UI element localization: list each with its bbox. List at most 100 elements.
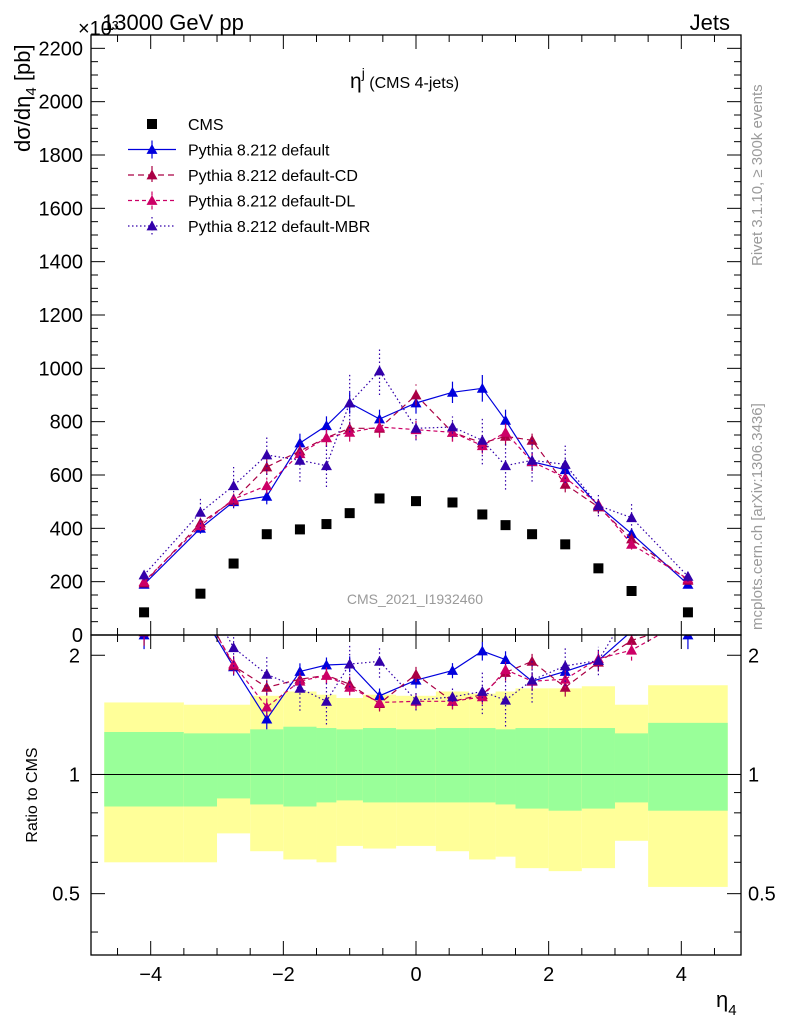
data-point [261,449,273,460]
legend-label: Pythia 8.212 default [188,143,330,160]
data-point [560,539,571,550]
ratio-point [195,606,206,616]
y-tick-label: 1000 [39,358,84,380]
ratio-point [294,675,306,686]
chart-title: ηj (CMS 4-jets) [350,65,459,93]
ratio-point [228,642,240,653]
data-point [593,563,604,574]
data-point [294,437,306,448]
ratio-point [476,645,488,656]
data-point [411,496,421,507]
main-plot-frame: −4 −2 0 2 4020040060080010001200140016001800… [39,34,776,986]
ratio-point [526,655,538,666]
legend-label: Pythia 8.212 default-MBR [188,219,370,236]
data-point [559,464,571,475]
data-point [138,569,150,580]
data-point [447,497,458,508]
ratio-point [261,713,273,724]
ratio-band-inner [250,729,284,805]
ratio-band-inner [396,729,436,803]
data-point [446,386,458,397]
ratio-band-inner [614,733,649,803]
ratio-band-inner [104,732,184,807]
x-tick-label: −2 [272,964,295,986]
ratio-point [626,635,638,645]
ratio-point [559,673,571,684]
legend-label: Pythia 8.212 default-CD [188,168,358,185]
data-point [527,529,538,540]
ratio-point [261,668,273,679]
data-point [228,558,239,569]
legend-marker [147,119,157,129]
data-point [526,454,538,465]
data-point [446,421,458,432]
chart-title-symbol: η [350,70,362,93]
ratio-point [500,664,512,674]
y-tick-label: 200 [50,572,83,594]
data-point [194,520,206,531]
ratio-band-inner [495,729,516,805]
ratio-point [139,622,150,632]
header-right-label: Jets [690,10,730,35]
legend-marker [146,220,158,231]
data-point [320,420,332,431]
y-axis-title-main: dσ/dη [10,96,35,152]
ratio-point [374,696,386,707]
ratio-point [294,682,306,693]
x-tick-label: 4 [676,964,687,986]
chart-title-suffix: (CMS 4-jets) [365,75,459,92]
data-point [194,506,206,517]
watermark-label: CMS_2021_I1932460 [347,591,483,607]
ratio-band-inner [435,728,470,803]
data-point [476,434,488,445]
data-point [344,397,356,408]
ratio-point [500,654,512,665]
ratio-band-inner [183,733,218,807]
data-point [500,426,512,437]
series-line [143,370,689,577]
data-point [559,458,571,469]
axes: −4 −2 0 2 4020040060080010001200140016001800… [39,34,776,986]
ratio-tick-label-right: 0.5 [748,884,776,906]
ratio-band-inner [217,733,251,799]
ratio-tick-label-left: 2 [69,645,80,667]
ratio-point [626,644,638,655]
data-point [374,493,385,504]
data-point [526,434,538,445]
x-axis-title-subscript: 4 [728,1002,736,1019]
data-point [195,588,206,599]
ratio-point [592,654,604,665]
y-exponent-label: ×10³ [78,18,119,40]
ratio-band-inner [336,729,363,801]
ratio-point [526,674,538,685]
ratio-point [446,691,458,702]
data-point [138,576,150,587]
ratio-band-inner [469,728,496,803]
data-point [320,432,332,443]
y-tick-label: 1400 [39,252,84,274]
ratio-point [626,635,638,636]
y-axis-title-subscript: 4 [23,87,40,95]
x-tick-label: −4 [139,964,162,986]
ratio-point [320,659,332,670]
data-point [592,500,604,511]
ratio-axis-title: Ratio to CMS [24,747,41,842]
ratio-point [374,655,386,666]
ratio-point [559,660,571,671]
ratio-point [320,695,332,706]
legend-marker [146,169,158,180]
ratio-point [682,635,694,640]
data-point [682,607,693,618]
main-series [138,347,694,618]
data-point [321,519,332,530]
x-tick-label: 0 [410,964,421,986]
data-point [477,509,488,520]
legend-marker [146,144,158,154]
ratio-point [626,600,637,610]
y-axis-title-unit: [pb] [10,44,35,87]
data-point [410,389,422,400]
data-point [500,460,512,471]
ratio-point [682,618,693,628]
ratio-tick-label-right: 2 [748,645,759,667]
